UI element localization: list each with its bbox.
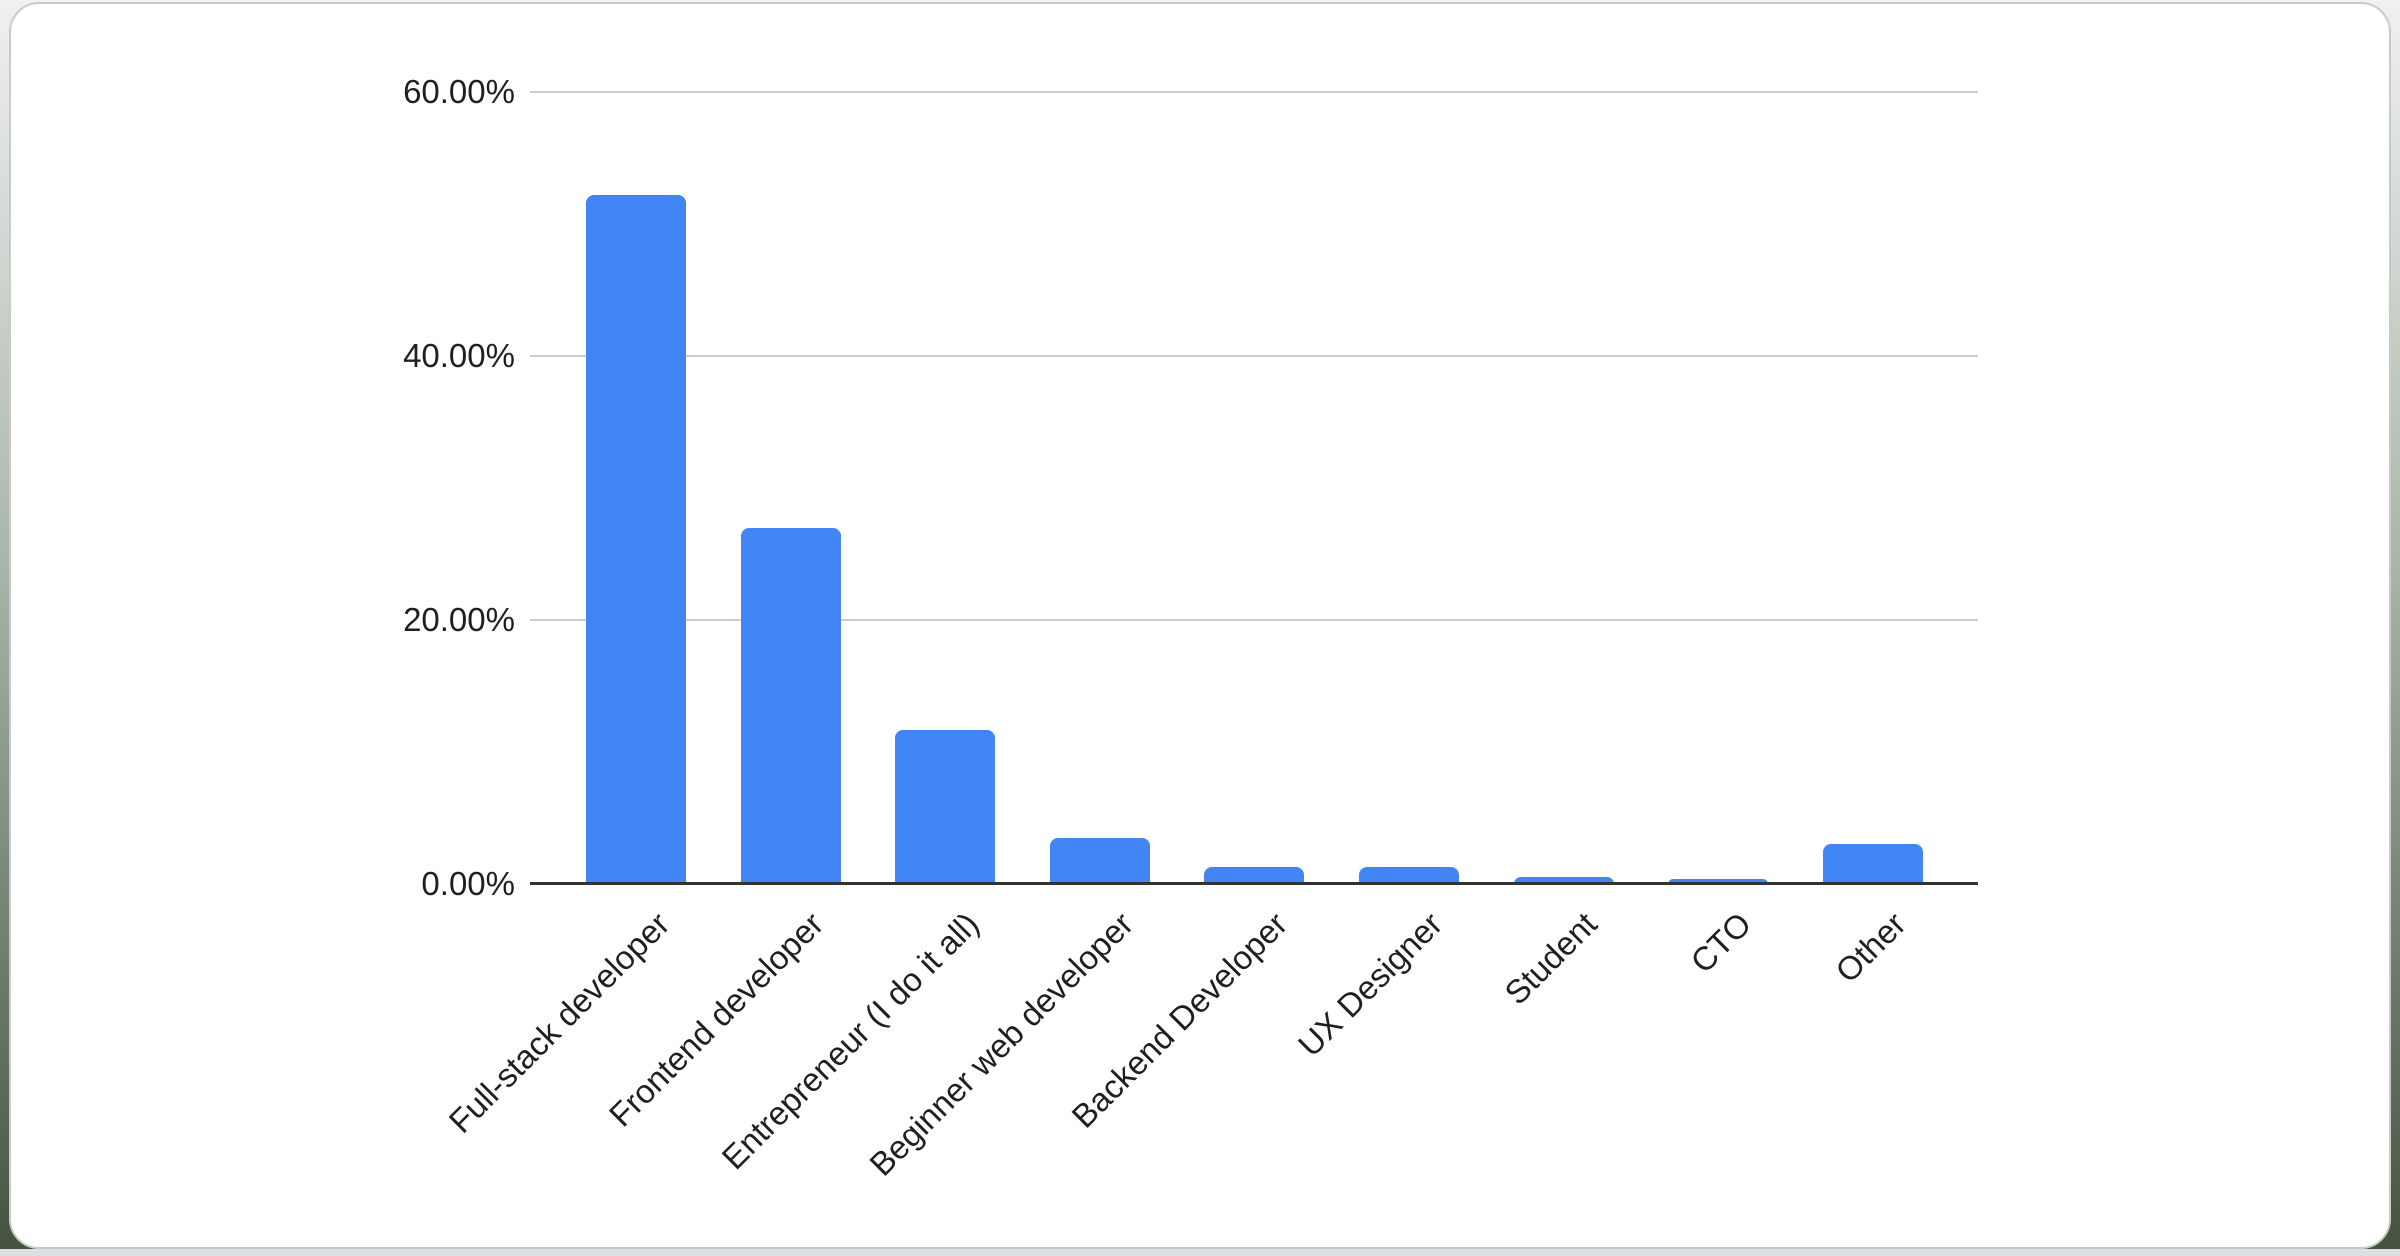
gridline xyxy=(530,355,1978,357)
bar[interactable] xyxy=(1668,878,1769,884)
bar[interactable] xyxy=(586,194,686,884)
bar[interactable] xyxy=(1049,837,1150,884)
y-axis-tick-label: 60.00% xyxy=(403,73,515,110)
bar[interactable] xyxy=(895,729,996,884)
bar[interactable] xyxy=(1359,866,1459,884)
bar[interactable] xyxy=(1513,876,1614,884)
chart-card xyxy=(9,2,2391,1249)
y-axis-tick-label: 20.00% xyxy=(403,601,515,638)
x-axis-category-label: UX Designer xyxy=(1290,905,1450,1064)
x-axis-category-label: Beginner web developer xyxy=(862,905,1140,1183)
bar[interactable] xyxy=(740,527,841,884)
gridline xyxy=(530,619,1978,621)
x-axis-category-label: Other xyxy=(1828,905,1913,990)
x-axis-category-label: CTO xyxy=(1683,905,1759,980)
bar[interactable] xyxy=(1204,866,1305,884)
bottom-strip xyxy=(0,1249,2400,1256)
gridline xyxy=(530,91,1978,93)
bar[interactable] xyxy=(1822,844,1923,884)
x-axis-baseline xyxy=(530,882,1978,885)
x-axis-category-label: Student xyxy=(1497,905,1604,1012)
y-axis-tick-label: 40.00% xyxy=(403,337,515,374)
x-axis-category-label: Entrepreneur (I do it all) xyxy=(714,905,986,1177)
y-axis-tick-label: 0.00% xyxy=(421,865,515,902)
